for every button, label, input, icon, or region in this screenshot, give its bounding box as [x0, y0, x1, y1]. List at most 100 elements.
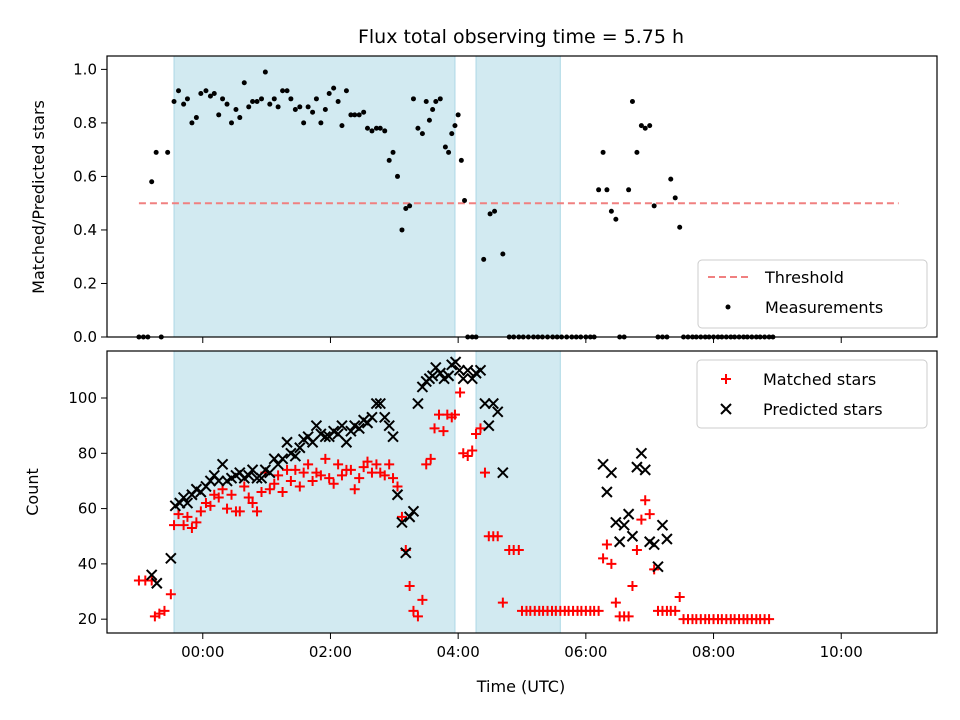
- measurement-point: [481, 256, 487, 262]
- predicted-point: [379, 411, 391, 424]
- measurement-point: [437, 96, 443, 102]
- x-tick-label: 08:00: [692, 643, 735, 661]
- predicted-point: [497, 466, 509, 479]
- predicted-point: [610, 516, 622, 529]
- measurement-point: [442, 144, 448, 150]
- predicted-point: [383, 419, 395, 432]
- measurement-point: [171, 98, 177, 104]
- predicted-point: [310, 419, 323, 432]
- matched-point: [285, 475, 296, 486]
- matched-point: [631, 545, 642, 556]
- predicted-point: [434, 367, 446, 379]
- predicted-point: [340, 436, 353, 448]
- series-matched-stars: [133, 387, 775, 625]
- predicted-point: [605, 466, 618, 479]
- y-tick-label: 0.6: [73, 167, 97, 185]
- y-tick-label: 100: [68, 389, 97, 407]
- matched-point: [173, 509, 184, 520]
- measurement-point: [233, 107, 239, 113]
- matched-point: [392, 481, 403, 492]
- predicted-point: [426, 370, 439, 382]
- predicted-point: [151, 577, 163, 589]
- predicted-point: [462, 364, 474, 377]
- measurement-point: [292, 107, 298, 113]
- matched-point: [449, 409, 460, 420]
- matched-point: [273, 470, 284, 481]
- matched-point: [492, 531, 503, 542]
- matched-point: [429, 423, 440, 434]
- measurement-point: [211, 90, 217, 96]
- matched-point: [336, 470, 347, 481]
- predicted-point: [345, 425, 357, 437]
- measurement-point: [331, 85, 337, 91]
- measurement-point: [237, 115, 243, 121]
- y-tick-label: 80: [78, 444, 97, 462]
- predicted-point: [618, 519, 630, 531]
- measurement-point: [395, 173, 400, 179]
- measurement-point: [423, 98, 429, 104]
- matched-point: [226, 489, 237, 500]
- matched-point: [396, 511, 407, 522]
- legend-matched-swatch: [721, 374, 731, 384]
- matched-point: [328, 478, 339, 489]
- matched-point: [497, 597, 508, 608]
- y-axis-label-ratio: Matched/Predicted stars: [29, 100, 48, 294]
- x-tick-label: 06:00: [564, 643, 607, 661]
- measurement-point: [386, 157, 392, 163]
- legend-threshold-label: Threshold: [764, 268, 844, 287]
- predicted-point: [246, 464, 259, 476]
- matched-point: [252, 506, 263, 517]
- matched-point: [388, 473, 399, 484]
- measurement-point: [301, 120, 307, 126]
- matched-point: [764, 614, 775, 625]
- matched-point: [593, 605, 604, 616]
- matched-point: [205, 500, 216, 511]
- predicted-point: [370, 397, 383, 410]
- measurement-point: [452, 123, 458, 129]
- matched-point: [354, 473, 365, 484]
- measurement-point: [449, 131, 455, 137]
- measurement-point: [415, 125, 421, 131]
- measurement-point: [339, 123, 345, 129]
- matched-point: [243, 492, 254, 503]
- y-tick-label: 0.2: [73, 274, 97, 292]
- predicted-point: [474, 364, 487, 377]
- predicted-point: [276, 453, 289, 465]
- y-tick-label: 1.0: [73, 60, 97, 78]
- matched-point: [674, 592, 685, 603]
- measurement-point: [600, 149, 606, 155]
- legend-bottom: Matched stars Predicted stars: [696, 359, 928, 429]
- predicted-point: [656, 519, 669, 531]
- measurement-point: [254, 98, 260, 104]
- y-tick-label: 0.8: [73, 114, 97, 132]
- matched-point: [320, 453, 331, 464]
- predicted-point: [243, 469, 255, 482]
- measurement-point: [373, 125, 379, 131]
- x-axis-label: Time (UTC): [476, 677, 565, 696]
- measurement-point: [604, 187, 610, 193]
- measurement-point: [241, 80, 247, 86]
- predicted-point: [483, 419, 495, 432]
- measurement-point: [426, 117, 432, 123]
- measurement-point: [297, 104, 303, 110]
- measurement-point: [672, 195, 678, 201]
- matched-point: [264, 484, 275, 495]
- y-tick-label: 40: [78, 555, 97, 573]
- measurement-point: [181, 101, 187, 107]
- predicted-point: [145, 569, 158, 581]
- matched-point: [640, 495, 651, 506]
- predicted-point: [479, 397, 491, 410]
- measurement-point: [153, 149, 159, 155]
- predicted-point: [407, 505, 420, 518]
- predicted-point: [601, 486, 613, 498]
- matched-point: [408, 605, 419, 616]
- measurement-point: [348, 112, 354, 118]
- y-tick-label: 0.0: [73, 328, 97, 346]
- predicted-point: [449, 356, 462, 368]
- measurement-point: [455, 112, 461, 118]
- predicted-point: [442, 370, 455, 382]
- plot-frame: [106, 55, 938, 338]
- measurement-point: [651, 203, 657, 209]
- predicted-point: [648, 538, 660, 551]
